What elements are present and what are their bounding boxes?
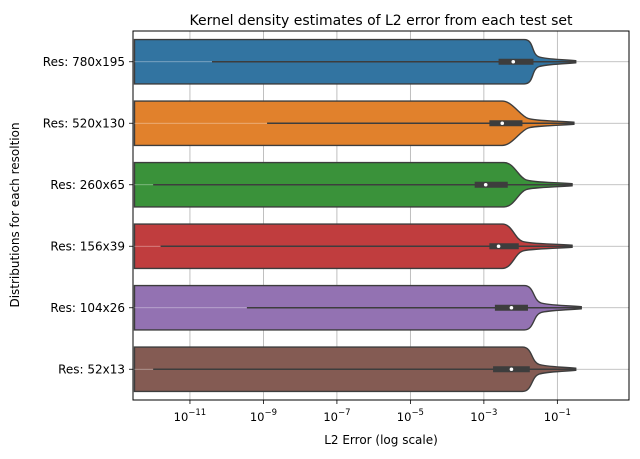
x-tick-base: 10 bbox=[250, 410, 265, 424]
median-point bbox=[511, 59, 516, 64]
x-tick-exponent: −7 bbox=[338, 408, 351, 418]
violin-3 bbox=[133, 223, 573, 270]
x-tick-base: 10 bbox=[544, 410, 559, 424]
x-tick-label: 10−1 bbox=[544, 408, 571, 424]
x-tick-base: 10 bbox=[470, 410, 485, 424]
x-tick-exponent: −3 bbox=[485, 408, 498, 418]
y-tick-label: Res: 52x13 bbox=[58, 362, 125, 376]
median-point bbox=[500, 121, 505, 126]
y-axis: Res: 780x195 Res: 520x130 Res: 260x65 Res: … bbox=[43, 55, 133, 376]
y-tick-label: Res: 260x65 bbox=[50, 178, 125, 192]
iqr-box bbox=[474, 181, 508, 188]
x-axis-label: L2 Error (log scale) bbox=[324, 433, 438, 447]
plot-frame bbox=[132, 30, 630, 401]
x-tick-exponent: −11 bbox=[188, 408, 206, 418]
x-tick-label: 10−7 bbox=[323, 408, 350, 424]
y-axis-label: Distributions for each resoltion bbox=[8, 122, 22, 307]
violin-5 bbox=[133, 346, 577, 393]
y-tick-label: Res: 520x130 bbox=[43, 116, 125, 130]
violin-1 bbox=[133, 100, 575, 147]
median-point bbox=[496, 244, 501, 249]
violins bbox=[133, 38, 582, 393]
chart-title: Kernel density estimates of L2 error fro… bbox=[190, 13, 573, 29]
violin-0 bbox=[133, 38, 577, 85]
x-tick-base: 10 bbox=[397, 410, 412, 424]
y-tick-label: Res: 780x195 bbox=[43, 55, 125, 69]
x-tick-exponent: −1 bbox=[558, 408, 571, 418]
y-tick-label: Res: 104x26 bbox=[50, 301, 125, 315]
iqr-box bbox=[489, 243, 519, 250]
y-tick-label: Res: 156x39 bbox=[50, 239, 125, 253]
iqr-box bbox=[498, 58, 534, 65]
median-point bbox=[509, 305, 514, 310]
iqr-box bbox=[489, 120, 523, 127]
x-tick-label: 10−3 bbox=[470, 408, 497, 424]
x-tick-base: 10 bbox=[174, 410, 189, 424]
median-point bbox=[509, 367, 514, 372]
x-tick-label: 10−5 bbox=[397, 408, 424, 424]
x-tick-base: 10 bbox=[323, 410, 338, 424]
x-tick-label: 10−11 bbox=[174, 408, 207, 424]
median-point bbox=[483, 182, 488, 187]
x-tick-label: 10−9 bbox=[250, 408, 277, 424]
grid bbox=[133, 31, 629, 400]
x-axis: 10−11 10−9 10−7 10−5 10−3 10−1 bbox=[174, 400, 571, 424]
x-tick-exponent: −5 bbox=[411, 408, 424, 418]
x-tick-exponent: −9 bbox=[264, 408, 277, 418]
violin-2 bbox=[133, 161, 573, 208]
violin-4 bbox=[133, 284, 582, 331]
